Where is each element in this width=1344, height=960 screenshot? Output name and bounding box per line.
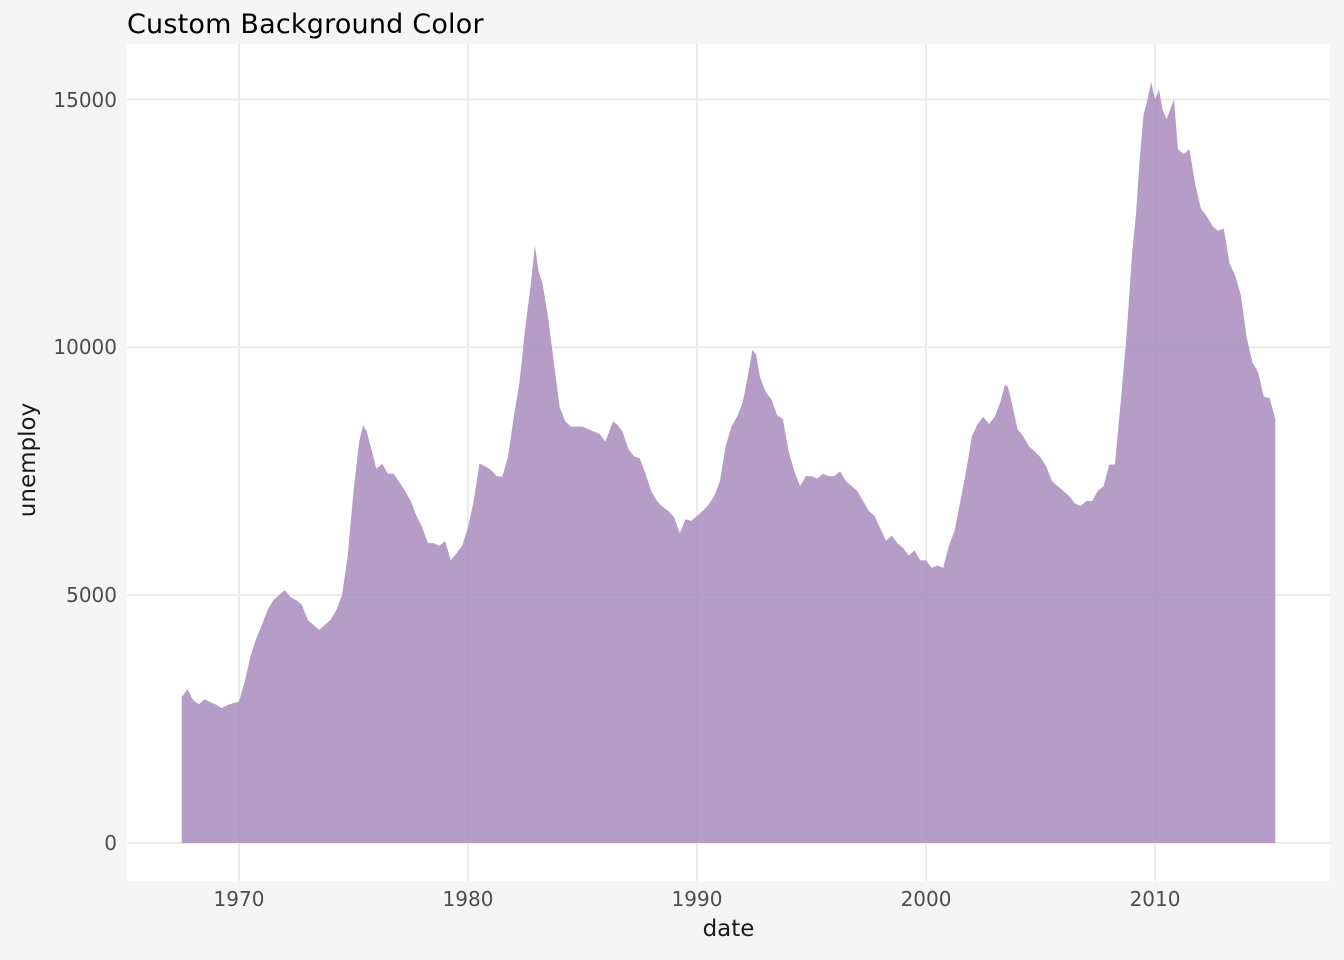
- unemploy-area-series: [181, 82, 1276, 843]
- x-tick-label: 2010: [1129, 887, 1181, 911]
- plot-panel: [127, 44, 1330, 881]
- chart-title: Custom Background Color: [127, 9, 484, 40]
- y-tick-label: 0: [104, 830, 117, 855]
- x-tick-label: 2000: [900, 887, 952, 911]
- x-tick-label: 1970: [213, 887, 265, 911]
- area-plot: [127, 44, 1330, 881]
- x-tick-label: 1990: [671, 887, 723, 911]
- y-tick-label: 15000: [53, 87, 117, 112]
- y-tick-label: 5000: [66, 583, 117, 608]
- y-axis-title: unemploy: [15, 402, 41, 518]
- x-axis-title: date: [702, 916, 755, 942]
- x-tick-label: 1980: [442, 887, 494, 911]
- y-tick-label: 10000: [53, 335, 117, 360]
